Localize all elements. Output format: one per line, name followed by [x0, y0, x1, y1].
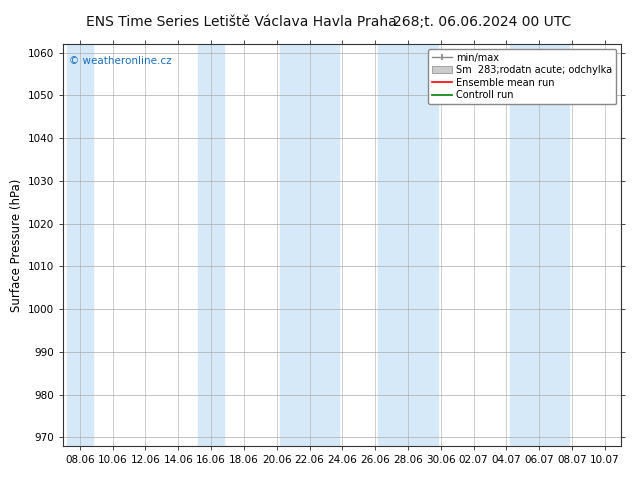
Bar: [280, 44, 339, 446]
Bar: [67, 44, 93, 446]
Text: ENS Time Series Letiště Václava Havla Praha: ENS Time Series Letiště Václava Havla Pr…: [86, 15, 396, 29]
Text: 268;t. 06.06.2024 00 UTC: 268;t. 06.06.2024 00 UTC: [392, 15, 571, 29]
Text: © weatheronline.cz: © weatheronline.cz: [69, 56, 172, 66]
Bar: [198, 44, 224, 446]
Bar: [510, 44, 569, 446]
Y-axis label: Surface Pressure (hPa): Surface Pressure (hPa): [10, 178, 23, 312]
Legend: min/max, Sm  283;rodatn acute; odchylka, Ensemble mean run, Controll run: min/max, Sm 283;rodatn acute; odchylka, …: [428, 49, 616, 104]
Bar: [378, 44, 437, 446]
